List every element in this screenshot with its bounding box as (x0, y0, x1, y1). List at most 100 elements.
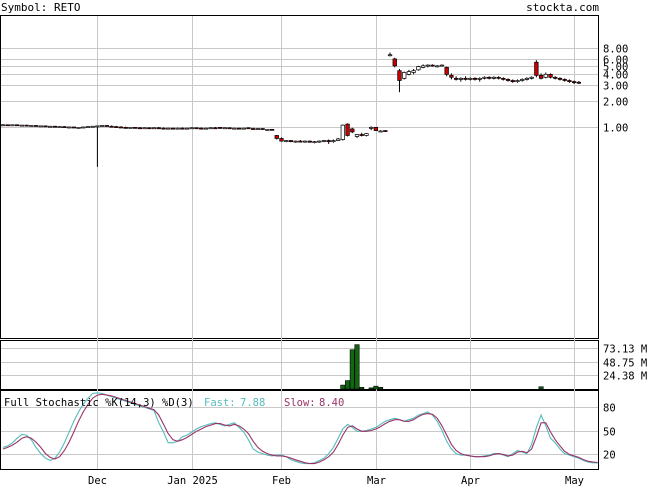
grid-layer (1, 16, 598, 469)
price-tick-label: 4.00 (603, 70, 628, 82)
candle-body (156, 127, 161, 130)
volume-series (340, 344, 544, 390)
candle-body (463, 77, 468, 80)
stochastic-tick-label: 80 (603, 403, 616, 415)
candle-body (114, 126, 119, 128)
price-tick-label: 1.00 (603, 123, 628, 135)
stochastic-panel-frame (0, 390, 599, 470)
candle-body (534, 61, 539, 76)
candle-body (203, 127, 209, 130)
x-tick-label: Jan 2025 (167, 475, 218, 486)
slow-line (2, 393, 598, 465)
candle-body (199, 127, 204, 130)
candle-body (147, 127, 152, 130)
x-tick-label: Dec (88, 475, 107, 486)
candle-body (402, 72, 407, 79)
candle-body (38, 125, 43, 128)
candle-body (288, 140, 294, 143)
price-tick-label: 8.00 (603, 44, 628, 56)
candle-body (373, 127, 379, 131)
candle-body (326, 140, 331, 143)
candle-body (133, 127, 138, 129)
x-tick-label: Mar (367, 475, 386, 486)
candle-body (510, 80, 515, 82)
candle-body (166, 127, 171, 130)
volume-tick-label: 48.75 M (603, 358, 647, 370)
candle-body (274, 135, 279, 139)
candle-body (52, 125, 58, 128)
candle-body (66, 126, 72, 129)
price-tick-label: 3.00 (603, 81, 628, 93)
candle-body (345, 123, 350, 136)
candle-body (189, 127, 194, 130)
candle-body (472, 77, 478, 80)
candle-body (321, 140, 327, 142)
candle-body (15, 124, 20, 127)
candle-body (468, 77, 473, 80)
candle-body (0, 124, 6, 127)
volume-bar (354, 344, 360, 390)
candle-body (335, 138, 341, 141)
candle-body (29, 125, 34, 127)
price-panel-frame (0, 15, 599, 339)
candle-body (354, 134, 360, 137)
candle-body (416, 66, 421, 71)
candle-body (57, 126, 62, 128)
candle-body (487, 76, 492, 79)
candle-body (217, 127, 223, 129)
candle-body (104, 125, 109, 127)
candle-body (553, 76, 558, 79)
candle-body (260, 128, 265, 130)
stochastic-tick-label: 20 (603, 450, 616, 462)
candle-body (161, 127, 166, 130)
candle-body (71, 126, 76, 129)
symbol-label: Symbol: RETO (1, 1, 80, 14)
candle-body (5, 124, 10, 127)
volume-bar (349, 349, 355, 390)
candle-body (496, 76, 501, 79)
slow-label: Slow: (284, 397, 316, 409)
candle-body (151, 127, 157, 130)
candle-body (567, 80, 572, 82)
stochastic-title: Full Stochastic %K(14,3) %D(3) (4, 397, 194, 409)
candle-body (529, 76, 534, 79)
candle-body (180, 127, 185, 130)
candle-body (184, 127, 190, 130)
candle-body (501, 77, 506, 80)
price-series (0, 52, 581, 167)
candle-body (302, 140, 308, 143)
volume-bar (368, 387, 374, 390)
candle-body (194, 127, 199, 130)
candle-body (279, 138, 284, 142)
candle-body (520, 79, 525, 81)
candle-body (312, 141, 317, 144)
price-tick-label: 6.00 (603, 55, 628, 67)
volume-bar (373, 385, 379, 390)
volume-bar (345, 380, 351, 390)
candle-body (170, 127, 176, 130)
candle-body (571, 81, 577, 83)
axis-ticks: Dec Jan 2025 Feb Mar Apr May1.002.003.004.005… (88, 44, 647, 488)
candle-body (430, 64, 435, 67)
candle-body (85, 126, 91, 128)
x-tick-label: Feb (272, 475, 291, 486)
candle-body (439, 64, 445, 67)
candle-body (33, 125, 39, 127)
volume-bar (538, 386, 544, 390)
candle-body (99, 125, 105, 127)
candle-body (298, 140, 303, 143)
candle-body (19, 124, 25, 127)
candle-body (241, 127, 246, 130)
candle-body (515, 80, 520, 82)
candle-body (411, 70, 416, 73)
candle-body (24, 124, 29, 127)
candle-body (95, 125, 100, 128)
candle-body (458, 77, 463, 80)
candle-body (48, 125, 53, 128)
candle-body (397, 70, 402, 81)
candle-body (265, 129, 270, 131)
stochastic-tick-label: 50 (603, 427, 616, 439)
candle-body (576, 81, 581, 84)
candle-body (359, 134, 364, 136)
